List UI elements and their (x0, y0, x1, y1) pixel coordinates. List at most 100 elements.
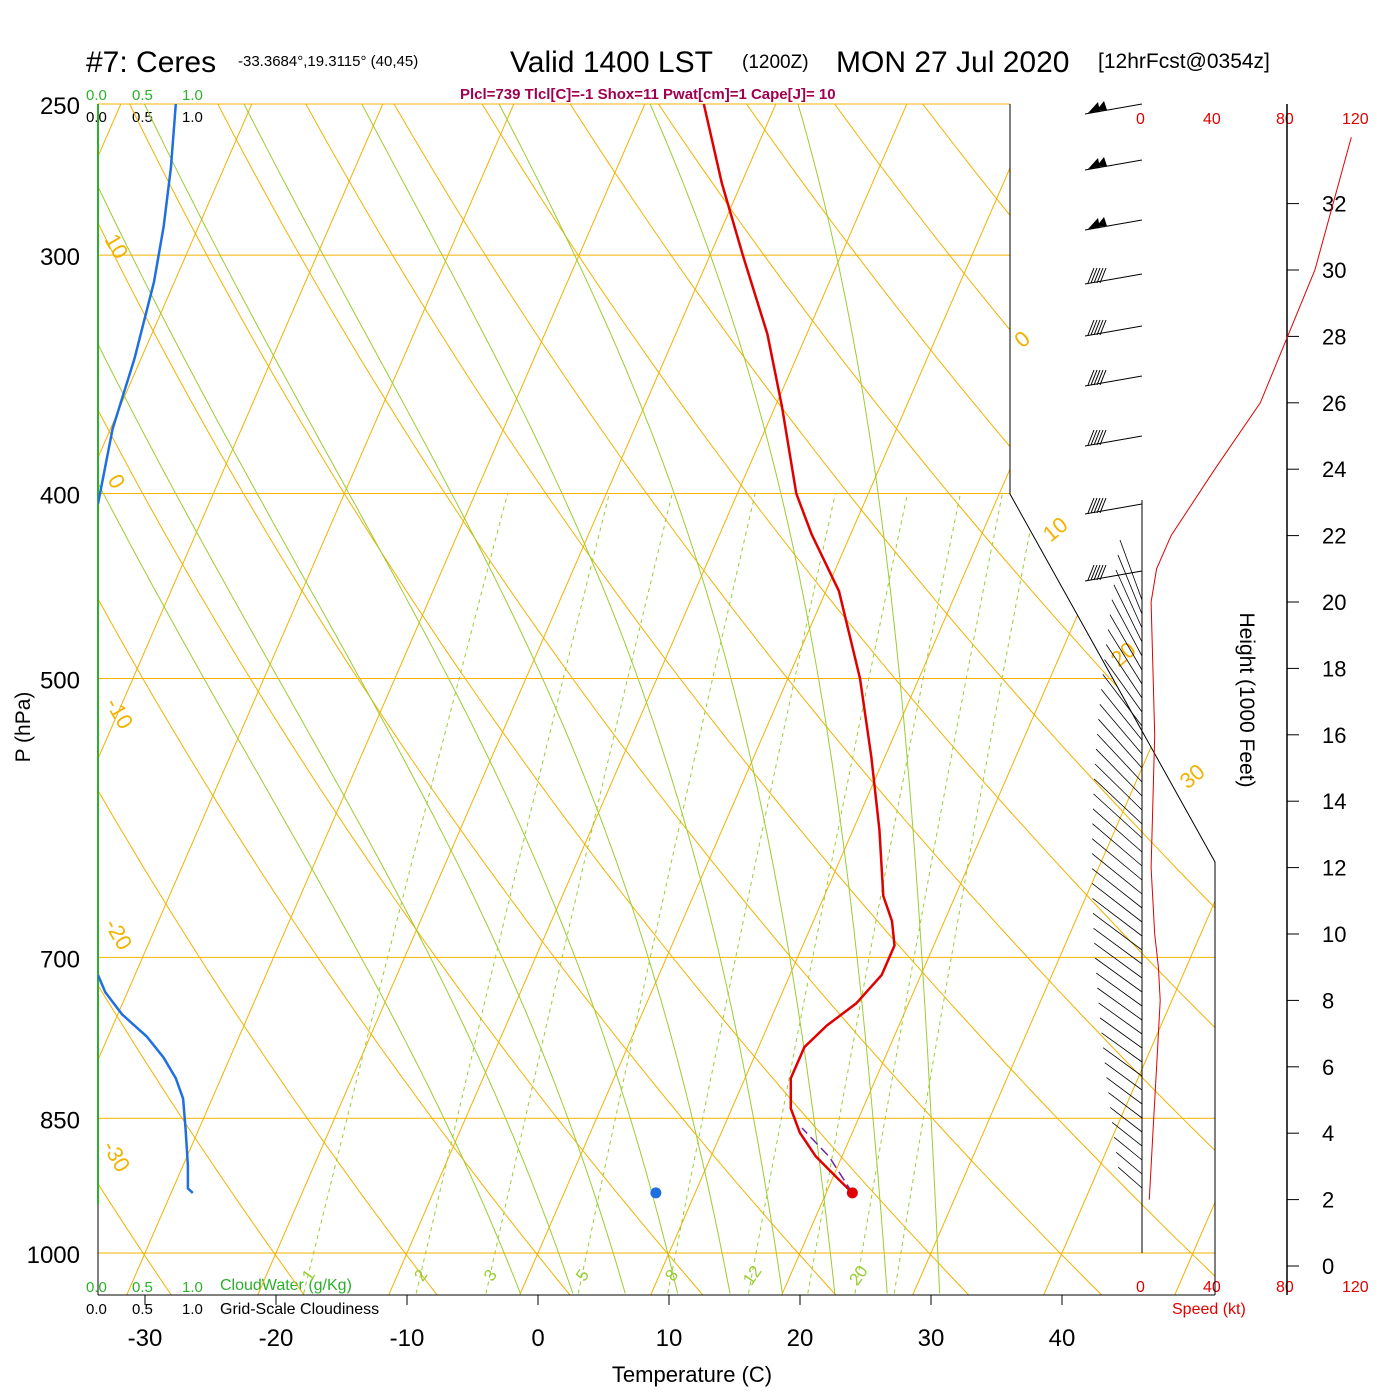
speed-tick-bottom-2: 80 (1276, 1279, 1294, 1296)
height-axis-title: Height (1000 Feet) (1235, 612, 1258, 787)
speed-tick-top-1: 40 (1203, 111, 1221, 128)
cloudwater-tick-top-1: 0.5 (132, 87, 153, 104)
moist-adiabat-line (98, 104, 574, 1294)
speed-tick-bottom-1: 40 (1203, 1279, 1221, 1296)
light-wind-barb (1091, 883, 1143, 923)
barb-feather (1093, 267, 1101, 284)
light-wind-barb (1102, 1047, 1143, 1077)
light-wind-barb (1102, 674, 1143, 727)
wind-barb-icon (1084, 564, 1143, 582)
light-wind-barb (1096, 733, 1143, 783)
height-tick-label: 24 (1322, 457, 1346, 482)
light-wind-barb (1113, 584, 1143, 643)
height-tick-label: 10 (1322, 922, 1346, 947)
mixing-ratio-line (893, 493, 1038, 1294)
forecast-date: MON 27 Jul 2020 (836, 46, 1069, 79)
isotherm-line (126, 104, 646, 1295)
plot-frame (97, 103, 1216, 1296)
barb-feather (1096, 497, 1104, 514)
x-tick-label: 10 (656, 1325, 683, 1352)
cloudiness-tick-bottom-2: 1.0 (182, 1301, 203, 1318)
height-tick-label: 18 (1322, 656, 1346, 681)
barb-flag (1096, 101, 1107, 111)
parcel-line (801, 1127, 854, 1194)
cloudwater-tick-top-2: 1.0 (182, 87, 203, 104)
barb-feather (1087, 429, 1095, 446)
mixing-ratio-label: 20 (845, 1262, 871, 1288)
light-wind-barb (1108, 1092, 1143, 1119)
barb-feather (1090, 564, 1098, 581)
x-tick-label: 20 (787, 1325, 814, 1352)
mixing-ratio-line (303, 493, 509, 1294)
height-tick-label: 6 (1322, 1055, 1334, 1080)
light-wind-barb (1099, 1017, 1143, 1049)
station-coords: -33.3684°,19.3115° (40,45) (238, 53, 418, 70)
light-wind-barb (1111, 599, 1143, 657)
temperature-line (702, 104, 896, 1194)
dry-adiabat-line (287, 104, 1215, 1295)
cloudiness-tick-bottom-1: 0.5 (132, 1301, 153, 1318)
speed-axis-label: Speed (kt) (1172, 1301, 1246, 1318)
light-wind-barb (1095, 748, 1143, 797)
dry-adiabat-line (548, 104, 1215, 1295)
barb-feather (1087, 319, 1095, 336)
dry-adiabat-line (1158, 104, 1215, 1295)
barb-feather (1093, 497, 1101, 514)
wind-barb-icon (1084, 101, 1143, 115)
dry-adiabat-line (98, 104, 467, 1295)
height-tick-label: 20 (1322, 590, 1346, 615)
light-wind-barb (1119, 539, 1143, 601)
barb-flag (1096, 157, 1107, 167)
isotherm-label: 30 (1175, 759, 1210, 794)
speed-scale: 0 40 80 120 0 40 80 120 Speed (kt) (1136, 111, 1369, 1318)
isotherm-line (781, 104, 1215, 1295)
forecast-info: [12hrFcst@0354z] (1098, 50, 1270, 73)
wind-barb-icon (1084, 369, 1143, 387)
background-lines (98, 104, 1215, 1295)
mixing-ratio-line (667, 493, 836, 1294)
light-wind-barb (1092, 808, 1143, 853)
wind-barb-icon (1084, 267, 1143, 285)
dry-adiabat-line (98, 104, 198, 1295)
light-wind-barb (1091, 868, 1143, 909)
dry-adiabat-line (809, 104, 1215, 1295)
barb-feather (1099, 429, 1107, 446)
height-tick-label: 14 (1322, 789, 1346, 814)
isotherm-label: 0 (1009, 326, 1034, 353)
upper-cloudiness-line (98, 104, 178, 505)
light-wind-barb (1117, 1166, 1143, 1189)
speed-tick-bottom-3: 120 (1342, 1279, 1369, 1296)
barb-feather (1093, 429, 1101, 446)
isotherm-label: -20 (100, 914, 138, 954)
barb-feather (1093, 319, 1101, 336)
barb-feather (1090, 267, 1098, 284)
light-wind-barb (1099, 704, 1143, 755)
isotherm-label: -30 (98, 1136, 136, 1176)
dry-adiabat-line (374, 104, 1215, 1295)
barb-feather (1096, 267, 1104, 284)
barb-feather (1096, 564, 1104, 581)
right-frame-line (1009, 104, 1216, 1295)
mixing-ratio-label: 12 (739, 1262, 765, 1288)
light-wind-barb (1104, 659, 1143, 713)
cloud-scale-bottom: 0.0 0.5 1.0 CloudWater (g/Kg) 0.0 0.5 1.… (86, 1277, 379, 1318)
x-tick-label: -20 (259, 1325, 294, 1352)
cloudiness-line (98, 974, 194, 1194)
wind-speed-line (1148, 137, 1352, 1200)
height-tick-label: 8 (1322, 988, 1334, 1013)
dry-adiabat-line (112, 104, 1005, 1295)
wind-barb-icon (1084, 429, 1143, 447)
light-wind-barb (1100, 689, 1143, 741)
light-wind-barb (1104, 1062, 1143, 1091)
isotherm-line (388, 104, 908, 1295)
height-tick-label: 4 (1322, 1121, 1334, 1146)
light-wind-barb (1094, 763, 1143, 811)
pressure-tick-label: 300 (40, 244, 80, 271)
dry-adiabat-line (98, 104, 332, 1295)
height-tick-label: 12 (1322, 856, 1346, 881)
mixing-ratio-line (807, 493, 961, 1294)
station-title: #7: Ceres (86, 46, 216, 79)
light-wind-barb (1091, 838, 1143, 881)
x-tick-label: -10 (390, 1325, 425, 1352)
